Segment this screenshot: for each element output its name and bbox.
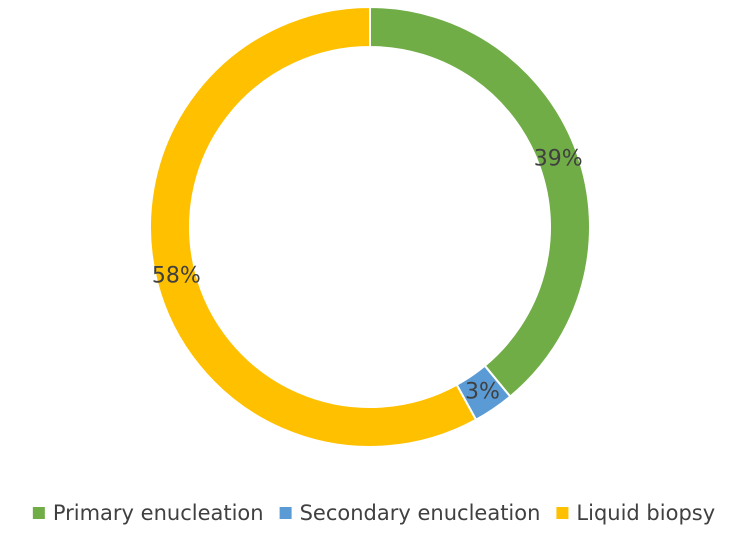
legend-label: Primary enucleation bbox=[53, 501, 264, 525]
data-label: 39% bbox=[534, 146, 583, 171]
data-label: 58% bbox=[152, 264, 201, 289]
legend-label: Secondary enucleation bbox=[300, 501, 541, 525]
legend-swatch bbox=[32, 507, 45, 519]
data-label: 3% bbox=[465, 379, 500, 404]
legend-swatch bbox=[556, 507, 569, 519]
legend-swatch bbox=[279, 507, 292, 519]
legend-label: Liquid biopsy bbox=[576, 501, 715, 525]
donut-segment bbox=[148, 5, 478, 448]
donut-segment bbox=[369, 5, 591, 398]
